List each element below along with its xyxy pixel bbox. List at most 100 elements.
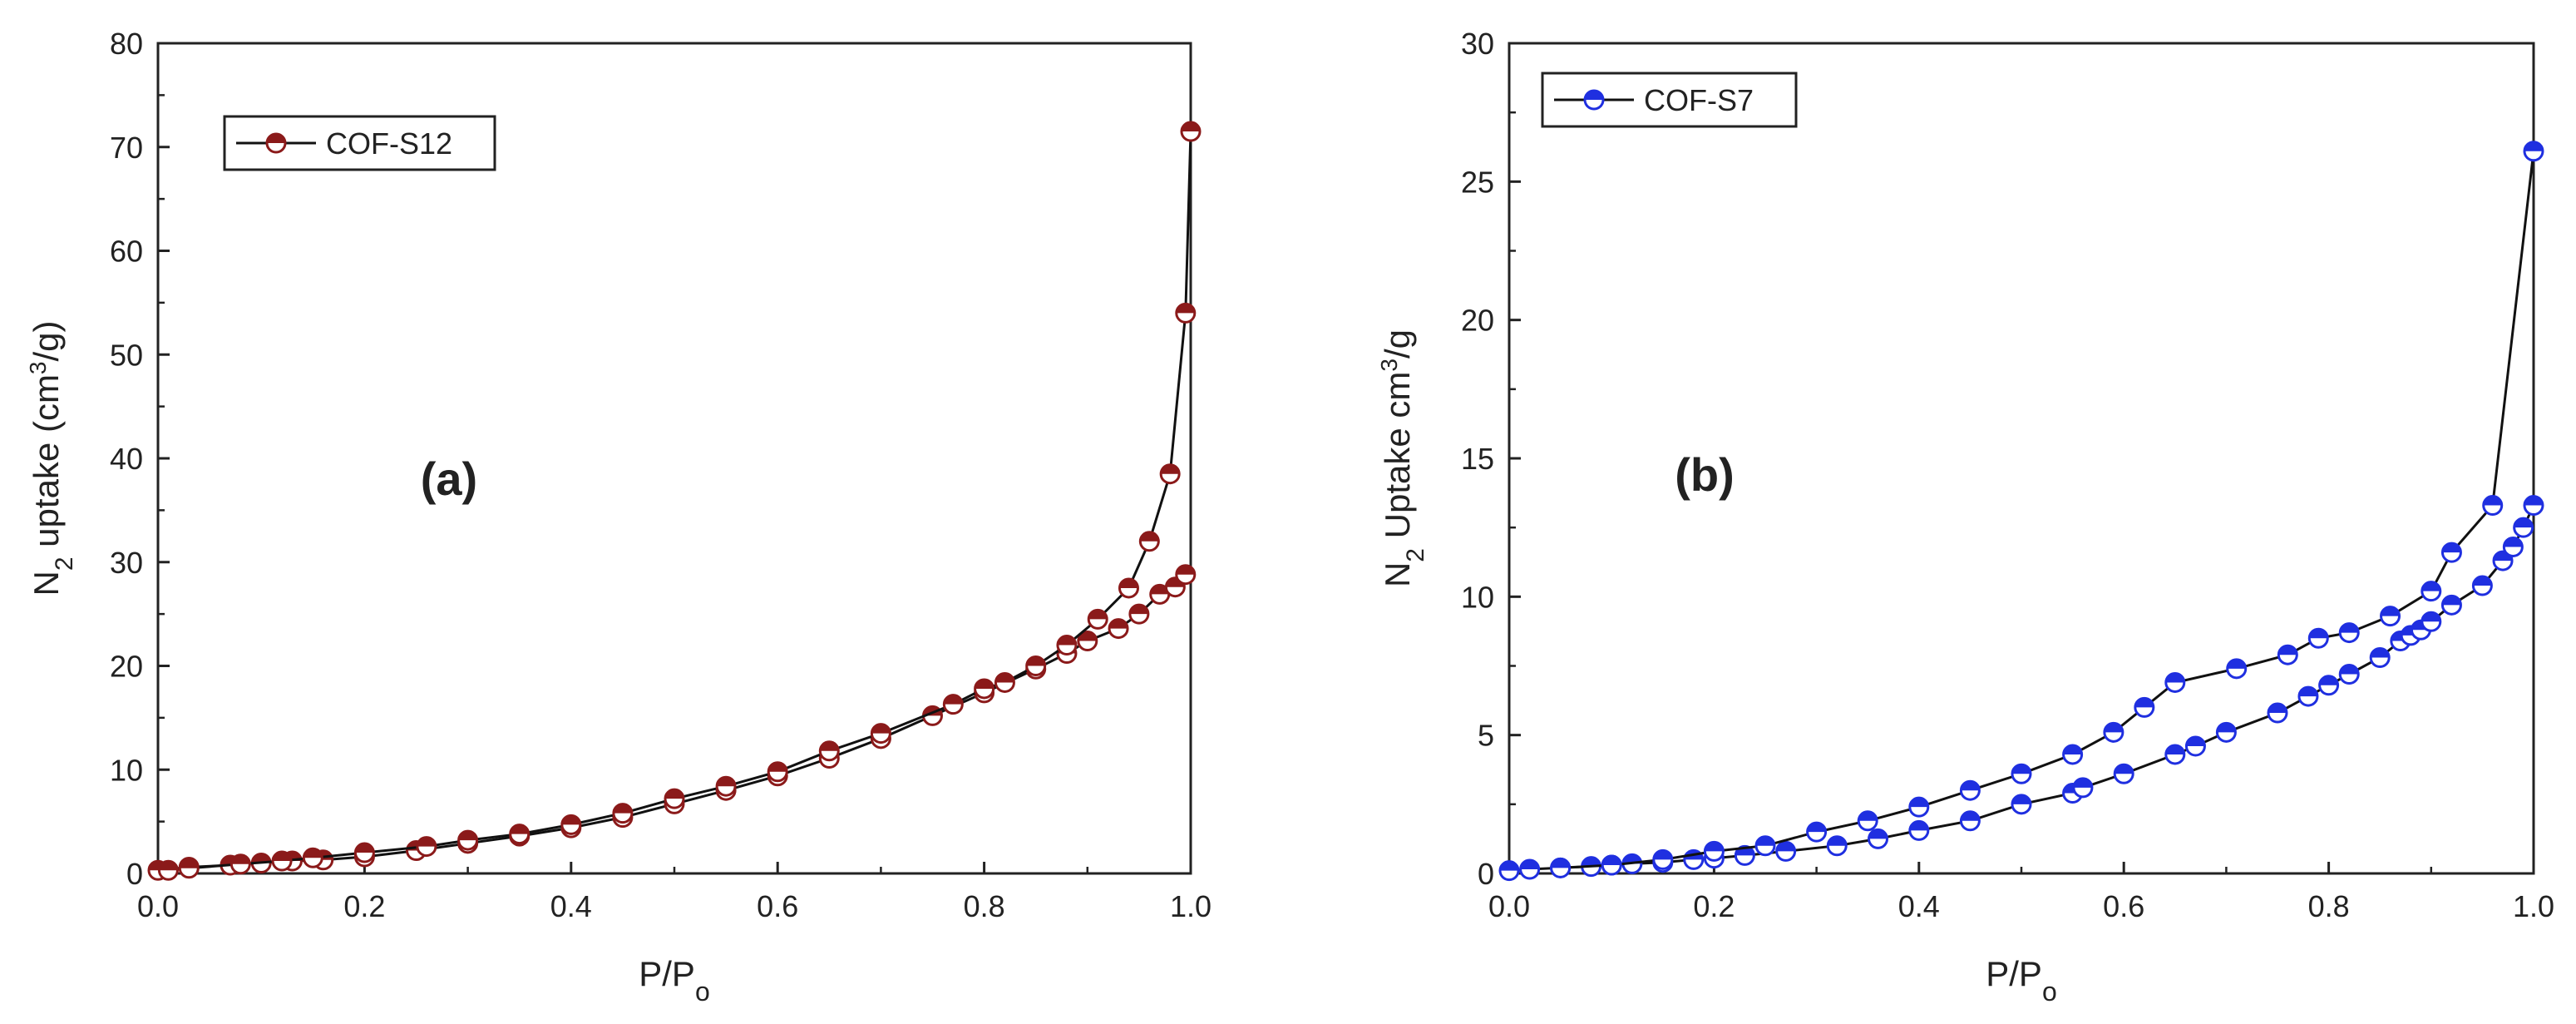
data-point-fill	[2012, 794, 2031, 804]
data-point-fill	[2104, 723, 2123, 733]
data-point-adsorption	[2011, 794, 2032, 815]
data-point-desorption	[2482, 495, 2504, 517]
data-point-adsorption	[1077, 631, 1098, 652]
panel-a: 0.0 0.2 0.4 0.6 0.8 1.0 0 10 20 30 40 50 60 70 80 P/Po N…	[25, 27, 1212, 1007]
data-point-desorption	[612, 803, 634, 824]
y-axis-title-sup: 3	[1376, 359, 1402, 372]
data-point-fill	[1776, 842, 1795, 852]
data-point-desorption	[1175, 302, 1197, 324]
y-tick-label: 15	[1461, 442, 1494, 476]
data-point-desorption	[271, 850, 293, 872]
data-point-fill	[1582, 857, 1601, 867]
data-point-fill	[1653, 850, 1672, 860]
data-point-desorption	[560, 814, 582, 835]
data-point-desorption	[715, 775, 737, 797]
data-point-desorption	[818, 740, 840, 762]
data-point-desorption	[2307, 627, 2329, 649]
y-axis-title-middle: uptake (cm	[27, 374, 66, 557]
x-tick-label: 0.4	[550, 889, 592, 923]
x-tick-label: 0.0	[137, 889, 179, 923]
data-point-adsorption	[2338, 663, 2360, 685]
data-point-fill	[2381, 606, 2400, 616]
x-tick-label: 0.6	[757, 889, 798, 923]
x-tick-label: 0.0	[1488, 889, 1530, 923]
data-point-fill	[355, 843, 374, 853]
y-tick-label: 10	[1461, 580, 1494, 614]
x-tick-label: 0.2	[1693, 889, 1735, 923]
data-point-fill	[1150, 585, 1169, 595]
data-point-desorption	[994, 671, 1015, 693]
data-point-desorption	[229, 853, 251, 875]
data-point-fill	[2278, 646, 2297, 655]
x-tick-label: 0.2	[343, 889, 385, 923]
data-point-fill	[2268, 704, 2287, 714]
data-point-desorption	[2062, 744, 2084, 765]
data-point-desorption	[2103, 721, 2124, 743]
x-tick-label: 0.8	[2308, 889, 2350, 923]
y-tick-label: 20	[1461, 304, 1494, 338]
data-point-fill	[975, 679, 994, 689]
data-point-adsorption	[2471, 575, 2493, 596]
data-point-fill	[2504, 537, 2523, 547]
data-point-fill	[2298, 687, 2317, 697]
data-point-fill	[231, 854, 250, 864]
data-point-desorption	[664, 788, 685, 809]
data-point-fill	[1026, 656, 1045, 666]
legend-marker-fill	[267, 134, 285, 143]
legend: COF-S7	[1541, 72, 1798, 128]
data-point-desorption	[1857, 810, 1878, 832]
data-point-fill	[2115, 764, 2134, 774]
y-tick-label: 70	[110, 131, 143, 165]
data-point-fill	[1161, 464, 1180, 474]
y-axis-title-suffix: /g	[1378, 329, 1417, 359]
y-axis-title-sub: 2	[51, 557, 78, 571]
data-point-fill	[2165, 745, 2184, 754]
data-point-fill	[1057, 636, 1076, 646]
data-point-desorption	[178, 858, 200, 879]
data-point-fill	[1109, 619, 1128, 629]
y-tick-label: 60	[110, 235, 143, 269]
data-point-desorption	[1056, 635, 1078, 656]
y-tick-label: 40	[110, 442, 143, 476]
data-point-fill	[768, 762, 787, 772]
data-point-adsorption	[2492, 550, 2514, 571]
data-point-fill	[2524, 141, 2543, 151]
data-point-desorption	[1087, 608, 1108, 630]
x-tick-label: 0.6	[2103, 889, 2144, 923]
data-point-fill	[2421, 612, 2440, 622]
data-point-desorption	[2164, 671, 2186, 693]
data-point-desorption	[457, 829, 479, 851]
x-tick-label: 0.8	[964, 889, 1005, 923]
data-point-desorption	[942, 694, 964, 715]
legend-marker-fill	[1585, 91, 1603, 100]
data-point-fill	[2073, 778, 2092, 788]
data-point-fill	[1088, 610, 1108, 620]
data-point-desorption	[1180, 121, 1202, 142]
data-point-desorption	[2440, 542, 2462, 563]
data-point-adsorption	[1519, 858, 1541, 880]
data-point-fill	[159, 861, 178, 871]
data-point-adsorption	[1175, 564, 1197, 586]
legend: COF-S12	[223, 115, 496, 171]
data-point-adsorption	[2215, 721, 2237, 743]
data-point-fill	[2012, 764, 2031, 774]
data-point-fill	[1602, 856, 1621, 866]
y-axis-title-sub: 2	[1402, 548, 1429, 562]
y-tick-label: 10	[110, 753, 143, 787]
x-axis-title: P/Po	[1986, 954, 2057, 1007]
data-point-desorption	[2338, 622, 2360, 644]
x-tick-label: 1.0	[1170, 889, 1212, 923]
y-axis-title: N2 uptake (cm3/g)	[25, 320, 78, 596]
data-point-fill	[1868, 829, 1888, 839]
data-point-fill	[2442, 596, 2461, 606]
y-axis-title-suffix: /g)	[27, 320, 66, 361]
y-tick-label: 0	[1478, 857, 1494, 891]
panel-label: (a)	[421, 453, 477, 505]
legend-label: COF-S12	[326, 126, 452, 161]
data-point-fill	[1078, 631, 1097, 641]
data-point-desorption	[1806, 821, 1828, 843]
y-tick-label: 5	[1478, 719, 1494, 753]
data-point-fill	[1520, 860, 1539, 870]
data-point-adsorption	[2523, 495, 2544, 517]
y-tick-label: 30	[110, 546, 143, 580]
